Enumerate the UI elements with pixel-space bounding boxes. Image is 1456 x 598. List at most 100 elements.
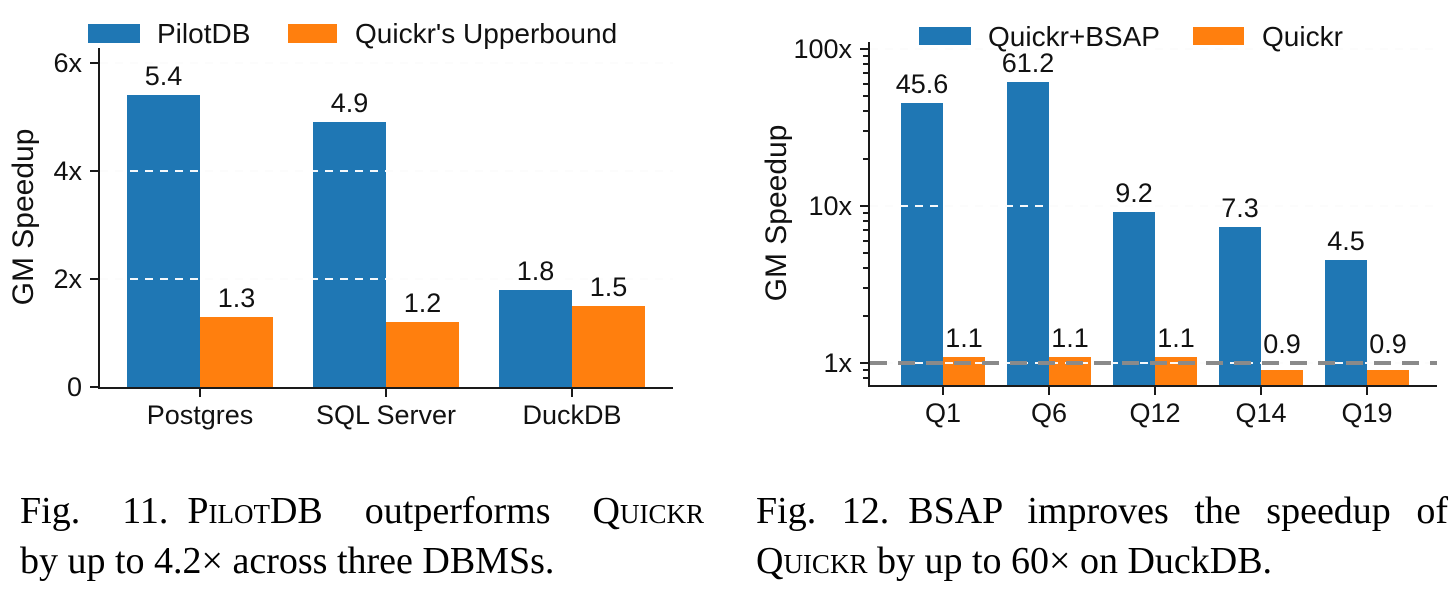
bar-value-label: 0.9 xyxy=(1263,329,1301,359)
bar-value-label: 4.5 xyxy=(1327,226,1365,256)
x-axis-spine xyxy=(98,387,673,389)
x-tick-label: SQL Server xyxy=(315,400,457,430)
y-axis-spine xyxy=(868,42,870,387)
y-tick-label: 10x xyxy=(808,191,852,221)
bar-quickr-s-upperbound-duckdb xyxy=(572,306,645,387)
bar-value-label: 7.3 xyxy=(1221,193,1259,223)
bar-value-label: 1.1 xyxy=(1051,323,1089,353)
y-minor-tick-mark xyxy=(863,212,868,214)
bar-pilotdb-postgres xyxy=(127,95,200,387)
legend-label-quickr-bsap: Quickr+BSAP xyxy=(988,21,1160,52)
caption-text: BSAP improves the speedup of xyxy=(908,490,1448,532)
x-tick-mark xyxy=(199,389,201,397)
x-tick-label: Postgres xyxy=(146,400,254,430)
y-minor-tick-mark xyxy=(863,315,868,317)
fig11-caption: Fig. 11. PilotDB outperforms Quickr by up… xyxy=(20,486,704,586)
caption-text: Fig. 11. xyxy=(20,490,188,532)
y-minor-tick-mark xyxy=(863,158,868,160)
legend-swatch-pilotdb xyxy=(88,24,140,43)
x-axis-spine xyxy=(868,385,1437,387)
y-tick-label: 4x xyxy=(53,156,82,186)
x-tick-label: Q19 xyxy=(1341,398,1393,428)
y-minor-tick-mark xyxy=(863,220,868,222)
x-tick-label: Q14 xyxy=(1235,398,1287,428)
fig12-caption: Fig. 12. BSAP improves the speedup of Qui… xyxy=(756,486,1448,586)
y-minor-tick-mark xyxy=(863,377,868,379)
y-tick-label: 6x xyxy=(53,48,82,78)
figure-12: 45.6 61.2 9.2 7.3 4.5 1.1 1.1 1.1 0.9 0.9 1x 10x 100… xyxy=(728,0,1456,598)
bar-value-label: 4.9 xyxy=(330,88,369,118)
bar-value-label: 1.5 xyxy=(589,272,628,302)
bar-quickr-bsap-q19 xyxy=(1325,260,1367,385)
x-tick-label: Q6 xyxy=(1030,398,1068,428)
x-tick-mark xyxy=(1154,387,1156,395)
fig11-y-axis-label: GM Speedup xyxy=(7,128,40,306)
caption-text: by up to 4.2× across three DBMSs. xyxy=(20,540,555,582)
baseline-1x-refline xyxy=(870,361,1437,365)
bar-value-label: 45.6 xyxy=(895,69,949,99)
bar-quickr-bsap-q6 xyxy=(1007,82,1049,385)
bar-quickr-bsap-q1 xyxy=(901,103,943,385)
gridline-overlay xyxy=(870,48,1437,50)
caption-line: Fig. 12. BSAP improves the speedup of xyxy=(756,486,1448,536)
caption-text: Quickr xyxy=(756,540,868,582)
bar-value-label: 9.2 xyxy=(1115,178,1153,208)
bar-value-label: 1.1 xyxy=(945,323,983,353)
y-minor-tick-mark xyxy=(863,287,868,289)
bar-pilotdb-duckdb xyxy=(499,290,572,387)
y-minor-tick-mark xyxy=(863,72,868,74)
caption-line: by up to 4.2× across three DBMSs. xyxy=(20,536,704,586)
x-tick-mark xyxy=(1366,387,1368,395)
x-tick-label: Q12 xyxy=(1129,398,1181,428)
bar-value-label: 0.9 xyxy=(1369,329,1407,359)
y-minor-tick-mark xyxy=(863,252,868,254)
x-tick-mark xyxy=(1260,387,1262,395)
legend-label-pilotdb: PilotDB xyxy=(157,18,251,49)
x-tick-mark xyxy=(385,389,387,397)
y-minor-tick-mark xyxy=(863,110,868,112)
y-minor-tick-mark xyxy=(863,95,868,97)
y-tick-mark xyxy=(860,362,868,364)
y-tick-mark xyxy=(90,278,98,280)
gridline-overlay xyxy=(100,170,673,172)
caption-text: Pilot xyxy=(187,490,270,532)
caption-text: by up to 60× on DuckDB. xyxy=(867,540,1273,582)
fig12-y-axis-label: GM Speedup xyxy=(760,124,793,302)
bar-quickr-bsap-q12 xyxy=(1113,212,1155,385)
y-tick-label: 2x xyxy=(53,264,82,294)
caption-text: Quickr xyxy=(592,490,704,532)
y-minor-tick-mark xyxy=(863,369,868,371)
caption-text: Fig. 12. xyxy=(756,490,909,532)
x-tick-label: Q1 xyxy=(924,398,962,428)
y-minor-tick-mark xyxy=(863,63,868,65)
y-minor-tick-mark xyxy=(863,130,868,132)
bar-quickr-bsap-q14 xyxy=(1219,227,1261,385)
bar-value-label: 1.3 xyxy=(217,283,256,313)
y-minor-tick-mark xyxy=(863,229,868,231)
legend-swatch-quickr-bsap xyxy=(919,27,971,45)
bar-pilotdb-sql-server xyxy=(313,122,386,387)
x-tick-mark xyxy=(1048,387,1050,395)
legend-swatch-quickr xyxy=(1193,27,1244,45)
y-tick-mark xyxy=(90,62,98,64)
y-tick-mark xyxy=(860,205,868,207)
gridline-overlay xyxy=(100,278,673,280)
y-tick-label: 100x xyxy=(793,34,852,64)
bar-value-label: 1.1 xyxy=(1157,323,1195,353)
y-axis-spine xyxy=(98,48,100,389)
bar-quickr-s-upperbound-postgres xyxy=(200,317,273,387)
y-minor-tick-mark xyxy=(863,55,868,57)
legend-label-quickr: Quickr xyxy=(1262,21,1343,52)
bar-quickr-s-upperbound-sql-server xyxy=(386,322,459,387)
x-tick-mark xyxy=(942,387,944,395)
x-tick-mark xyxy=(571,389,573,397)
y-minor-tick-mark xyxy=(863,240,868,242)
y-minor-tick-mark xyxy=(863,267,868,269)
caption-text: DB outperforms xyxy=(269,490,593,532)
y-tick-mark xyxy=(860,48,868,50)
x-tick-label: DuckDB xyxy=(522,400,622,430)
legend-label-quickr-s-upperbound: Quickr's Upperbound xyxy=(355,18,618,49)
bar-value-label: 1.8 xyxy=(516,256,555,286)
bar-quickr-q14 xyxy=(1261,370,1303,385)
